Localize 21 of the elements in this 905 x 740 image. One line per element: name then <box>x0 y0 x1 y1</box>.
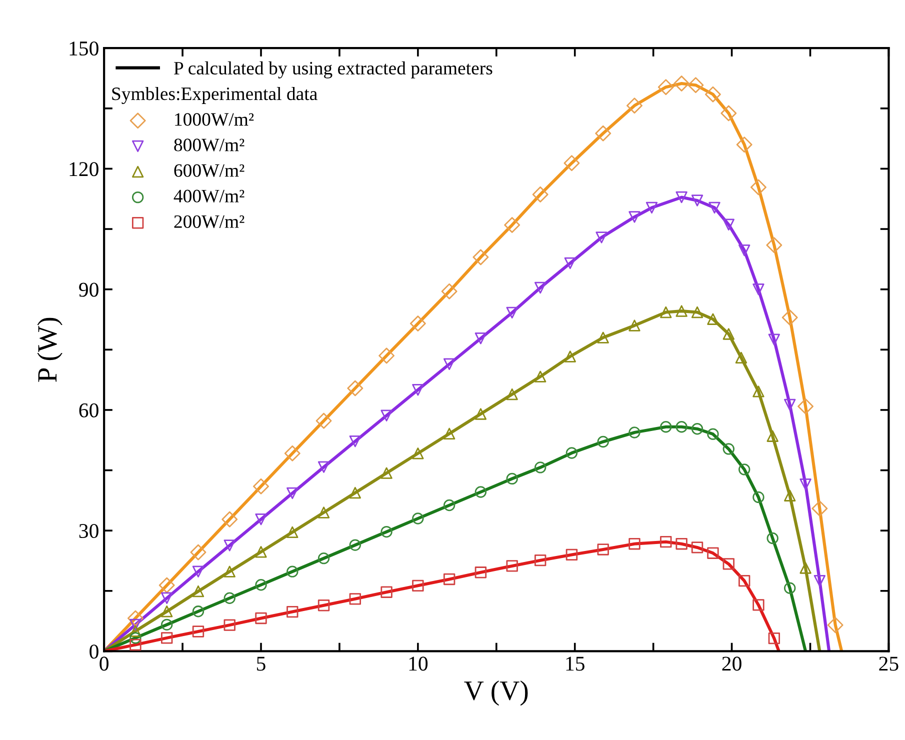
x-tick-label: 25 <box>879 656 898 671</box>
y-tick-label: 120 <box>70 162 98 176</box>
y-tick-label: 90 <box>79 282 98 297</box>
y-tick-label: 0 <box>90 644 98 659</box>
x-tick-label: 15 <box>566 656 584 671</box>
x-tick-label: 10 <box>409 656 428 671</box>
y-axis-title: P (W) <box>37 318 62 382</box>
legend-label: 1000W/m² <box>175 113 254 126</box>
legend-label: 400W/m² <box>174 190 244 203</box>
x-tick-label: 20 <box>722 656 742 671</box>
x-tick-label: 0 <box>100 656 108 671</box>
legend-label: 200W/m² <box>174 215 244 228</box>
annotation: P calculated by using extracted parameters <box>174 61 492 78</box>
legend-title: Symbles:Experimental data <box>112 86 318 104</box>
y-tick-label: 150 <box>70 41 98 56</box>
y-tick-label: 30 <box>79 524 98 538</box>
x-axis-title: V (V) <box>464 680 528 706</box>
legend-label: 600W/m² <box>174 164 244 177</box>
y-tick-label: 60 <box>79 403 98 418</box>
legend-label: 800W/m² <box>174 138 244 152</box>
x-tick-label: 5 <box>257 656 266 671</box>
